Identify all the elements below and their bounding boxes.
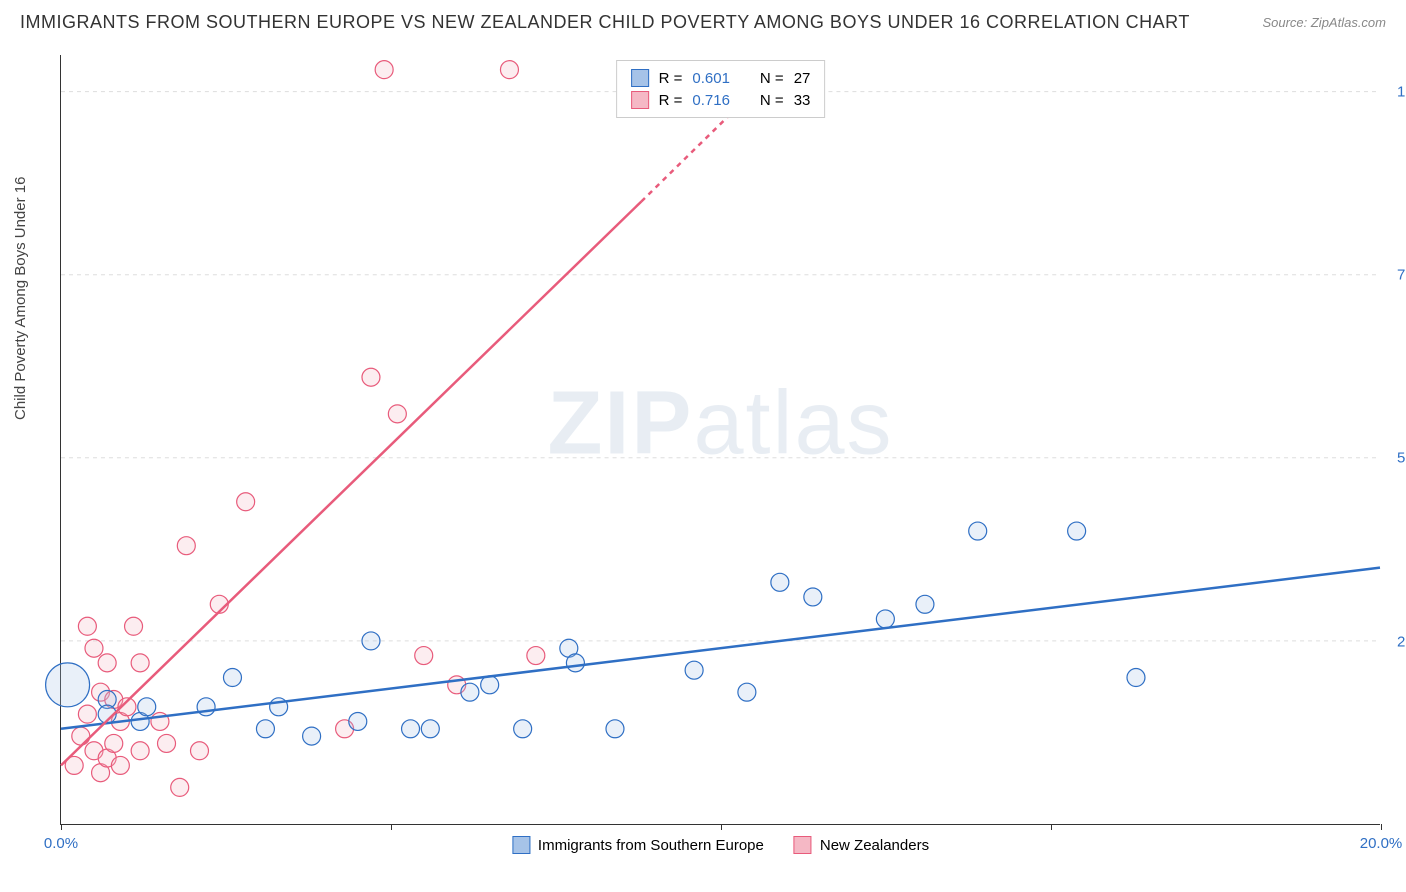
legend-label-blue: Immigrants from Southern Europe: [538, 837, 764, 854]
y-tick-label: 50.0%: [1385, 450, 1406, 467]
legend-stats-box: R = 0.601 N = 27 R = 0.716 N = 33: [616, 60, 826, 118]
x-tick-label: 20.0%: [1360, 835, 1403, 852]
n-value-pink: 33: [794, 92, 811, 109]
y-tick-label: 100.0%: [1385, 83, 1406, 100]
x-tick-label: 0.0%: [44, 835, 78, 852]
swatch-pink: [794, 836, 812, 854]
legend-stats-row-pink: R = 0.716 N = 33: [631, 89, 811, 111]
swatch-pink: [631, 91, 649, 109]
legend-series: Immigrants from Southern Europe New Zeal…: [512, 836, 929, 854]
legend-label-pink: New Zealanders: [820, 837, 929, 854]
legend-item-pink: New Zealanders: [794, 836, 929, 854]
r-value-blue: 0.601: [692, 70, 730, 87]
source-citation: Source: ZipAtlas.com: [1262, 15, 1386, 30]
scatter-svg: [61, 55, 1380, 824]
swatch-blue: [631, 69, 649, 87]
legend-stats-row-blue: R = 0.601 N = 27: [631, 67, 811, 89]
y-axis-label: Child Poverty Among Boys Under 16: [12, 177, 29, 420]
y-tick-label: 75.0%: [1385, 267, 1406, 284]
y-tick-label: 25.0%: [1385, 633, 1406, 650]
r-value-pink: 0.716: [692, 92, 730, 109]
legend-item-blue: Immigrants from Southern Europe: [512, 836, 764, 854]
plot-area: ZIPatlas 25.0%50.0%75.0%100.0% 0.0%20.0%…: [60, 55, 1380, 825]
swatch-blue: [512, 836, 530, 854]
n-value-blue: 27: [794, 70, 811, 87]
chart-title: IMMIGRANTS FROM SOUTHERN EUROPE VS NEW Z…: [20, 12, 1190, 33]
